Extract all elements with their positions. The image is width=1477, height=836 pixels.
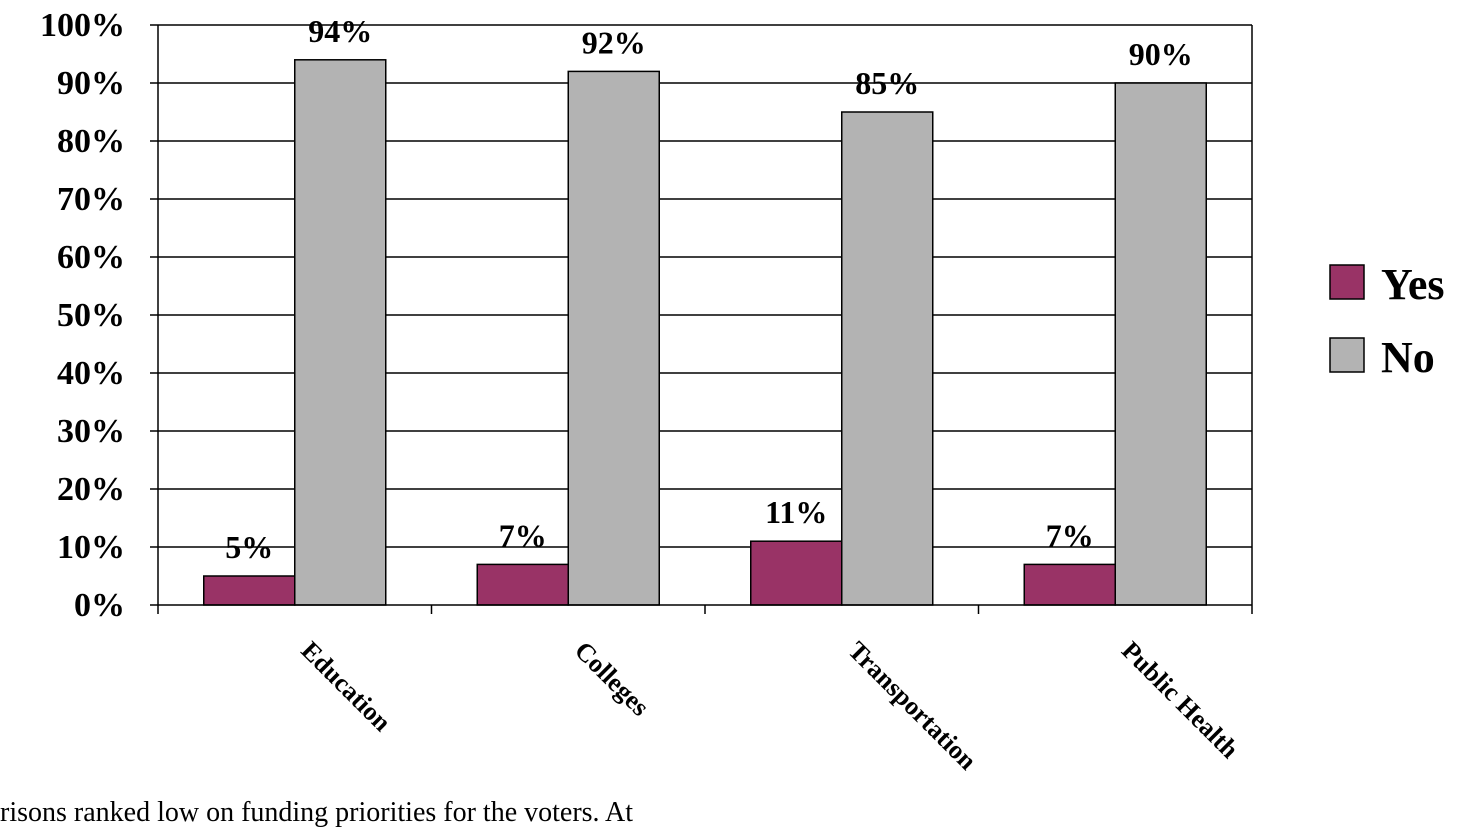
data-label: 92% (582, 24, 646, 60)
y-tick-label: 40% (57, 355, 125, 392)
caption-text: risons ranked low on funding priorities … (0, 797, 634, 828)
data-label: 94% (308, 13, 372, 49)
data-label: 7% (1046, 517, 1094, 553)
x-axis-tick-labels: Education Colleges Transportation Public He… (296, 636, 1245, 776)
legend-swatch-yes (1329, 264, 1365, 300)
bar-no (1114, 82, 1207, 606)
data-labels: 5% 7% 11% 7% 94% 92% 85% 90% (225, 13, 1193, 565)
y-tick-label: 30% (57, 413, 125, 450)
data-label: 90% (1129, 36, 1193, 72)
y-tick-label: 100% (40, 7, 125, 44)
y-axis-tick-labels: 0% 10% 20% 30% 40% 50% 60% 70% 80% 90% 100% (40, 7, 125, 624)
legend: Yes No (1329, 260, 1445, 382)
legend-label-no: No (1381, 333, 1435, 382)
legend-swatch-no (1329, 337, 1365, 373)
x-tick-label: Transportation (843, 636, 983, 776)
y-tick-label: 80% (57, 123, 125, 160)
bar-yes (203, 575, 296, 606)
y-tick-label: 60% (57, 239, 125, 276)
x-tick-label: Education (296, 636, 398, 738)
data-label: 85% (855, 65, 919, 101)
x-tick-label: Public Health (1116, 636, 1245, 765)
y-tick-label: 10% (57, 529, 125, 566)
bar-no (294, 59, 387, 606)
y-tick-label: 20% (57, 471, 125, 508)
bar-yes (476, 563, 569, 606)
bar-yes (750, 540, 843, 606)
bar-no (567, 70, 660, 606)
bar-yes (1023, 563, 1116, 606)
y-tick-label: 50% (57, 297, 125, 334)
y-tick-label: 0% (74, 587, 125, 624)
data-label: 5% (225, 529, 273, 565)
axes (150, 24, 1253, 614)
bar-no (841, 111, 934, 606)
y-tick-label: 90% (57, 65, 125, 102)
data-label: 7% (499, 517, 547, 553)
data-label: 11% (765, 494, 827, 530)
y-tick-label: 70% (57, 181, 125, 218)
legend-label-yes: Yes (1381, 260, 1445, 309)
x-tick-label: Colleges (569, 636, 655, 722)
